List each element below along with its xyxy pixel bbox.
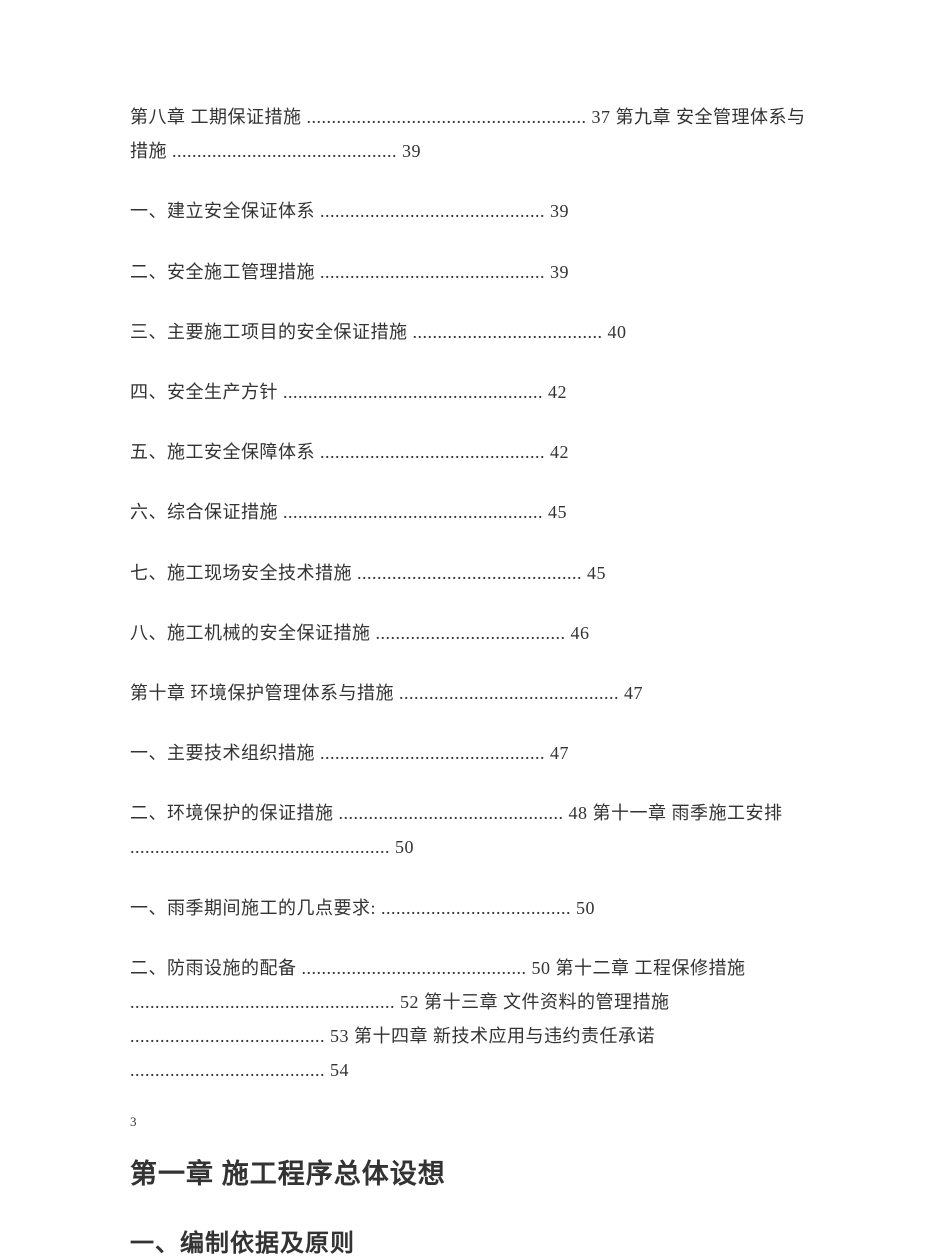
toc-entry-9-8: 八、施工机械的安全保证措施 ..........................… bbox=[130, 616, 820, 650]
toc-entry-11-1: 一、雨季期间施工的几点要求: .........................… bbox=[130, 891, 820, 925]
chapter-1-title: 第一章 施工程序总体设想 bbox=[130, 1152, 820, 1191]
toc-entry-9-3: 三、主要施工项目的安全保证措施 ........................… bbox=[130, 315, 820, 349]
page-number: 3 bbox=[130, 1114, 820, 1130]
toc-entry-11-2-ch12-14: 二、防雨设施的配备 ..............................… bbox=[130, 951, 820, 1088]
toc-entry-10-1: 一、主要技术组织措施 .............................… bbox=[130, 736, 820, 770]
section-1-1-title: 一、编制依据及原则 bbox=[130, 1223, 820, 1258]
toc-entry-9-7: 七、施工现场安全技术措施 ...........................… bbox=[130, 556, 820, 590]
toc-entry-9-6: 六、综合保证措施 ...............................… bbox=[130, 495, 820, 529]
toc-entry-9-2: 二、安全施工管理措施 .............................… bbox=[130, 255, 820, 289]
toc-entry-9-5: 五、施工安全保障体系 .............................… bbox=[130, 435, 820, 469]
toc-entry-ch10: 第十章 环境保护管理体系与措施 ........................… bbox=[130, 676, 820, 710]
toc-entry-9-4: 四、安全生产方针 ...............................… bbox=[130, 375, 820, 409]
toc-entry-9-1: 一、建立安全保证体系 .............................… bbox=[130, 194, 820, 228]
toc-entry-10-2-ch11: 二、环境保护的保证措施 ............................… bbox=[130, 796, 820, 864]
toc-entry-ch8-ch9: 第八章 工期保证措施 .............................… bbox=[130, 100, 820, 168]
